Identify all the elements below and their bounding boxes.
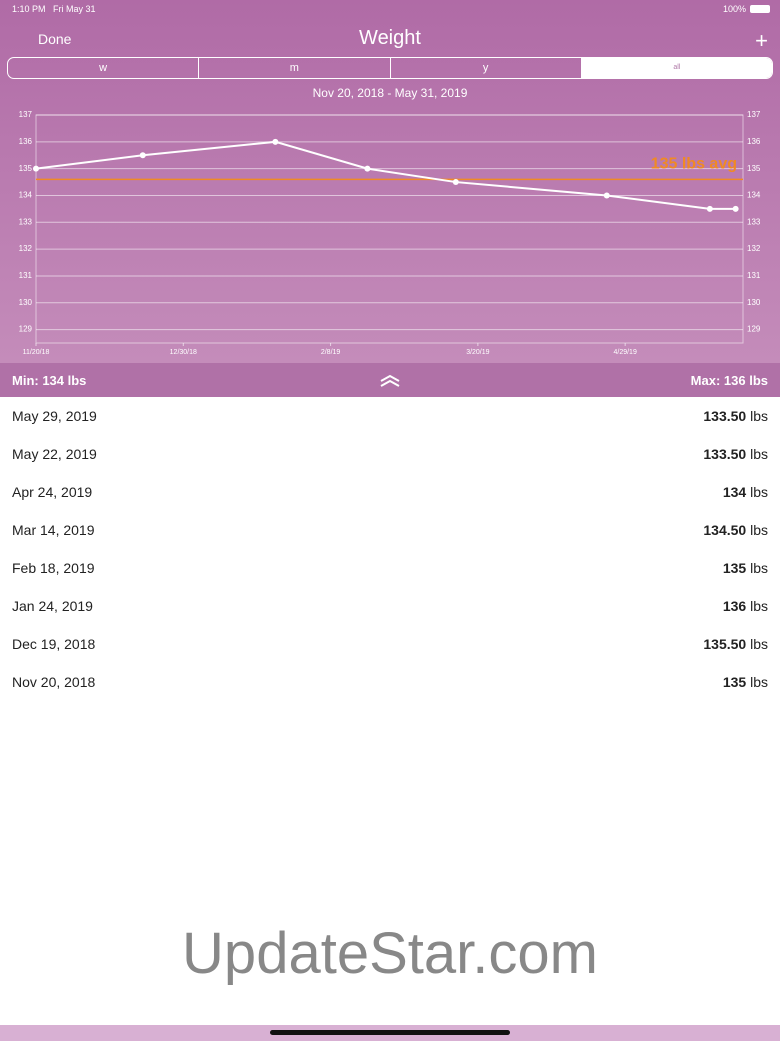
entry-unit: lbs bbox=[750, 446, 768, 462]
entry-value-group: 135 lbs bbox=[723, 549, 768, 587]
point bbox=[364, 165, 371, 172]
entry-value-group: 135.50 lbs bbox=[703, 625, 768, 663]
title: Weight bbox=[359, 27, 421, 49]
entry-date: May 29, 2019 bbox=[12, 408, 97, 424]
summary-bar: Min: 134 lbs Max: 136 lbs bbox=[0, 363, 780, 397]
status-time: 1:10 PM Fri May 31 bbox=[12, 4, 96, 14]
entry-date: Feb 18, 2019 bbox=[12, 560, 95, 576]
min: Min: 134 lbs bbox=[12, 373, 87, 388]
battery-icon bbox=[750, 5, 770, 13]
entry-value: 133.50 bbox=[703, 408, 747, 424]
entry-row[interactable]: Nov 20, 2018 135 lbs bbox=[12, 663, 768, 701]
watermark: UpdateStar.com bbox=[182, 921, 598, 986]
entry-unit: lbs bbox=[750, 636, 768, 652]
x-tick-label: 12/30/18 bbox=[170, 349, 197, 356]
y-tick-label: 132 bbox=[19, 244, 33, 253]
home-indicator bbox=[270, 1030, 510, 1035]
entry-row[interactable]: Jan 24, 2019 136 lbs bbox=[12, 587, 768, 625]
point bbox=[452, 179, 459, 186]
plot-frame bbox=[35, 114, 744, 344]
entry-date: Jan 24, 2019 bbox=[12, 598, 93, 614]
x-tick-label: 11/20/18 bbox=[23, 349, 50, 356]
entry-value-group: 133.50 lbs bbox=[703, 435, 768, 473]
point bbox=[706, 205, 713, 212]
y2-tick-label: 135 bbox=[747, 164, 761, 173]
point bbox=[272, 138, 279, 145]
date: Fri May 31 bbox=[53, 4, 96, 14]
max: Max: 136 lbs bbox=[690, 373, 768, 388]
y-tick-label: 133 bbox=[19, 217, 33, 226]
entry-value-group: 136 lbs bbox=[723, 587, 768, 625]
entry-row[interactable]: May 22, 2019 133.50 lbs bbox=[12, 435, 768, 473]
entry-row[interactable]: Mar 14, 2019 134.50 lbs bbox=[12, 511, 768, 549]
point bbox=[732, 205, 739, 212]
segment[interactable]: m bbox=[198, 58, 389, 78]
entry-date: Nov 20, 2018 bbox=[12, 674, 96, 690]
entry-unit: lbs bbox=[750, 674, 768, 690]
date-range: Nov 20, 2018 - May 31, 2019 bbox=[312, 86, 468, 100]
y2-tick-label: 134 bbox=[747, 191, 761, 200]
add-button[interactable]: + bbox=[755, 28, 768, 53]
segment[interactable]: all bbox=[580, 58, 772, 78]
y-tick-label: 131 bbox=[19, 271, 33, 280]
y-tick-label: 129 bbox=[19, 325, 33, 334]
entry-value: 135.50 bbox=[703, 636, 747, 652]
done-button[interactable]: Done bbox=[38, 31, 72, 47]
collapse-icon[interactable] bbox=[380, 374, 400, 388]
entry-value: 135 bbox=[722, 674, 747, 690]
x-tick-label: 2/8/19 bbox=[321, 349, 341, 356]
entry-value: 134 bbox=[722, 484, 747, 500]
x-tick-label: 4/29/19 bbox=[613, 349, 636, 356]
y-tick-label: 130 bbox=[19, 298, 33, 307]
entry-unit: lbs bbox=[750, 522, 768, 538]
point bbox=[603, 192, 610, 199]
y-tick-label: 136 bbox=[19, 137, 33, 146]
entry-date: May 22, 2019 bbox=[12, 446, 97, 462]
segment[interactable]: y bbox=[389, 58, 581, 78]
y-tick-label: 135 bbox=[19, 164, 33, 173]
entry-value: 134.50 bbox=[703, 522, 747, 538]
entry-value-group: 134.50 lbs bbox=[703, 511, 768, 549]
y2-tick-label: 131 bbox=[747, 271, 761, 280]
chart: 129 129 130 130 131 131 132 132 133 133 134 134 135 1… bbox=[19, 110, 761, 356]
entry-value: 133.50 bbox=[703, 446, 747, 462]
time: 1:10 PM bbox=[12, 4, 46, 14]
entry-value-group: 135 lbs bbox=[723, 663, 768, 701]
entry-unit: lbs bbox=[750, 560, 768, 576]
battery: 100% bbox=[722, 4, 746, 14]
entry-value-group: 134 lbs bbox=[723, 473, 768, 511]
series-line bbox=[35, 140, 736, 210]
entry-unit: lbs bbox=[750, 484, 768, 500]
entry-unit: lbs bbox=[750, 408, 768, 424]
entry-value: 136 bbox=[722, 598, 747, 614]
y2-tick-label: 129 bbox=[747, 325, 761, 334]
point bbox=[33, 165, 39, 172]
y2-tick-label: 130 bbox=[747, 298, 761, 307]
entry-row[interactable]: Dec 19, 2018 135.50 lbs bbox=[12, 625, 768, 663]
y2-tick-label: 133 bbox=[747, 217, 761, 226]
segmented-control: w m y all bbox=[7, 57, 773, 79]
y-tick-label: 137 bbox=[19, 110, 33, 119]
entry-value: 135 bbox=[722, 560, 747, 576]
point bbox=[139, 152, 146, 159]
entry-date: Dec 19, 2018 bbox=[12, 636, 96, 652]
x-tick-label: 3/20/19 bbox=[466, 349, 489, 356]
entry-row[interactable]: May 29, 2019 133.50 lbs bbox=[12, 397, 768, 435]
entry-value-group: 133.50 lbs bbox=[703, 397, 768, 435]
entry-unit: lbs bbox=[750, 598, 768, 614]
y2-tick-label: 132 bbox=[747, 244, 761, 253]
average-label: 135 lbs avg bbox=[651, 156, 737, 173]
entry-row[interactable]: Feb 18, 2019 135 lbs bbox=[12, 549, 768, 587]
entry-row[interactable]: Apr 24, 2019 134 lbs bbox=[12, 473, 768, 511]
y2-tick-label: 136 bbox=[747, 137, 761, 146]
y-tick-label: 134 bbox=[19, 191, 33, 200]
entry-date: Apr 24, 2019 bbox=[12, 484, 93, 500]
entry-date: Mar 14, 2019 bbox=[12, 522, 95, 538]
segment[interactable]: w bbox=[99, 62, 108, 74]
y2-tick-label: 137 bbox=[747, 110, 761, 119]
